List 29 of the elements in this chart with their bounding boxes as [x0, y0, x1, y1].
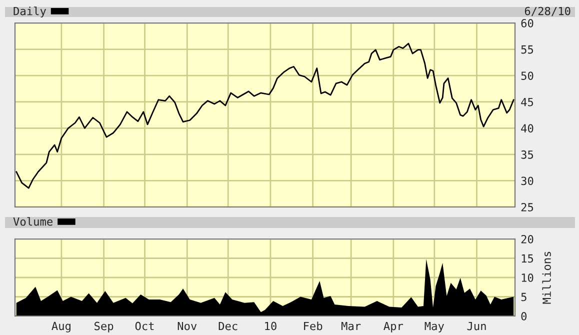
y-tick-label: 40	[521, 124, 534, 133]
text: 6/28/10	[524, 6, 570, 16]
x-tick-label: 10	[265, 322, 276, 330]
x-tick-label: Mar	[342, 322, 361, 330]
x-tick-label: May	[424, 322, 444, 332]
y-tick-label: 60	[521, 19, 534, 28]
line-series	[16, 42, 514, 189]
x-tick-label: Apr	[384, 322, 404, 332]
x-tick-label: Aug	[52, 322, 70, 332]
y-tick-label: 5	[521, 292, 526, 302]
y-tick-label: 35	[521, 150, 534, 159]
x-tick-label: Sep	[94, 322, 114, 332]
y-tick-label: 55	[521, 45, 534, 54]
y-tick-label: 20	[521, 235, 534, 244]
y-tick-label: 50	[521, 72, 534, 80]
y-tick-label: 0	[521, 312, 527, 320]
legend-label: Volume	[13, 217, 52, 226]
y-tick-label: 45	[521, 98, 534, 106]
y-axis-title: Millions	[542, 252, 551, 304]
x-tick-label: Dec	[218, 322, 238, 330]
legend-label: Daily	[14, 6, 46, 18]
x-tick-label: Jun	[467, 322, 486, 330]
y-tick-label: 30	[521, 176, 534, 186]
x-tick-label: Oct	[135, 322, 154, 330]
x-tick-label: Nov	[178, 322, 197, 330]
y-tick-label: 15	[522, 254, 534, 263]
y-tick-label: 10	[522, 274, 534, 282]
y-tick-label: 25	[521, 203, 534, 212]
x-tick-label: Feb	[304, 322, 322, 330]
